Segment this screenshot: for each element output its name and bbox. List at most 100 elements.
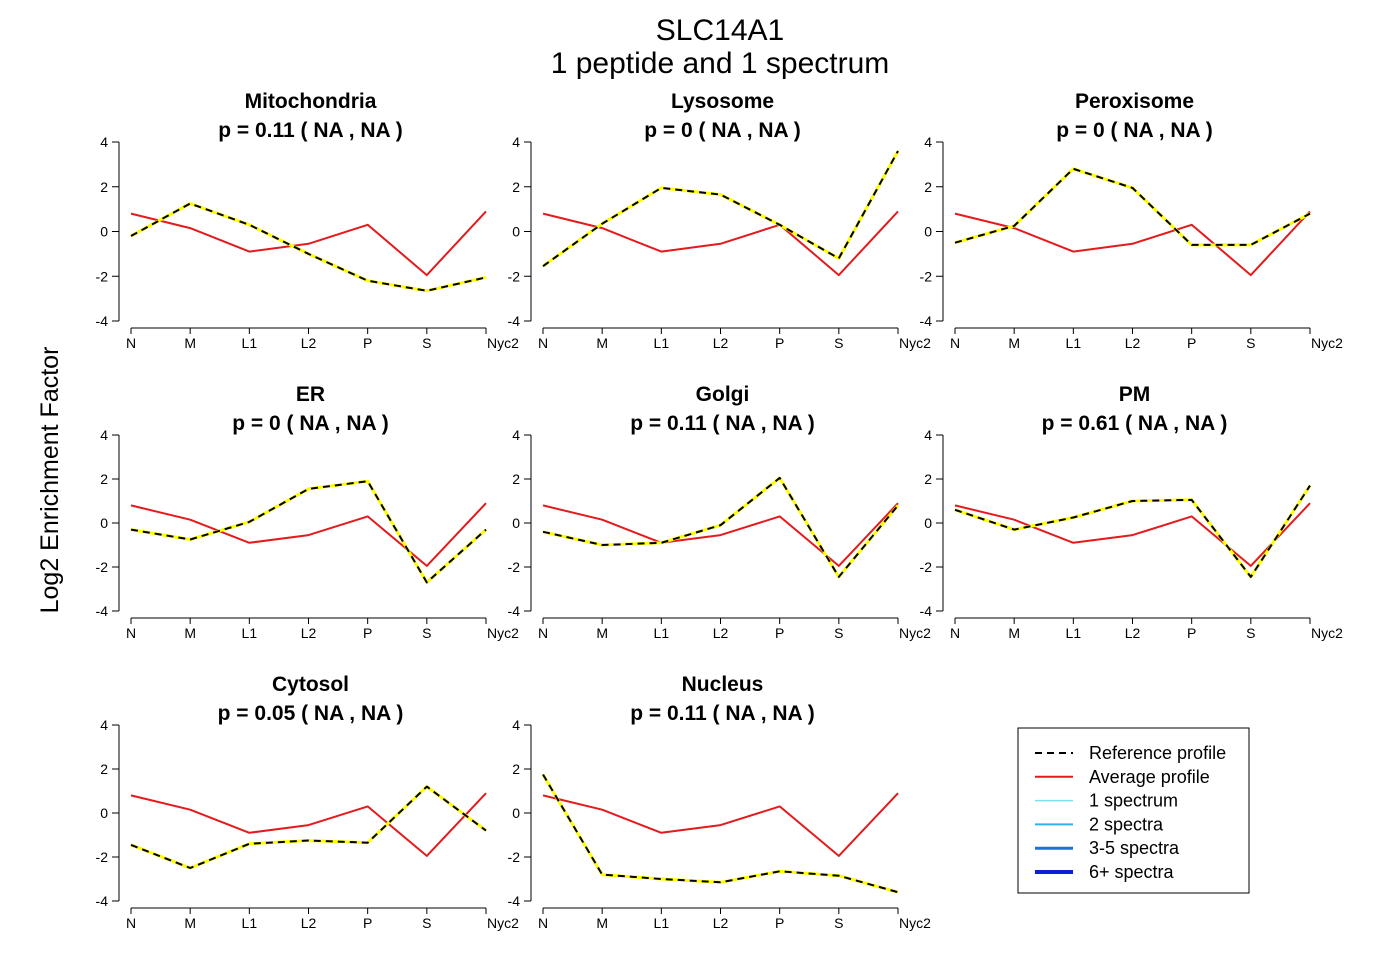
y-tick-label: -4 — [920, 603, 933, 619]
series-reference-profile — [130, 480, 487, 584]
y-tick-label: -4 — [96, 893, 109, 909]
series-average-profile — [130, 792, 487, 857]
y-tick-label: -2 — [96, 849, 109, 865]
x-tick-label: Nyc2 — [899, 625, 931, 641]
x-tick-label: L2 — [1125, 625, 1141, 641]
series-reference-profile-highlight — [542, 150, 900, 268]
y-tick-label: -2 — [508, 849, 521, 865]
y-tick-label: -4 — [508, 893, 521, 909]
panel-pvalue: p = 0.11 ( NA , NA ) — [630, 412, 815, 435]
x-tick-label: L2 — [1125, 335, 1141, 351]
x-tick-label: L2 — [713, 625, 729, 641]
x-tick-label: N — [538, 335, 548, 351]
figure-subtitle: 1 peptide and 1 spectrum — [551, 47, 890, 80]
x-tick-label: S — [422, 915, 431, 931]
y-tick-label: 4 — [100, 717, 108, 733]
y-tick-label: 2 — [924, 471, 932, 487]
y-tick-label: 0 — [100, 515, 108, 531]
y-tick-label: 0 — [512, 805, 520, 821]
panel-pvalue: p = 0.11 ( NA , NA ) — [630, 702, 815, 725]
x-tick-label: S — [834, 915, 843, 931]
legend-label: 1 spectrum — [1089, 791, 1178, 811]
x-tick-label: N — [538, 625, 548, 641]
panel-pvalue: p = 0.61 ( NA , NA ) — [1042, 412, 1228, 435]
x-tick-label: N — [950, 625, 960, 641]
series-reference-profile-highlight — [542, 476, 900, 579]
x-tick-label: L1 — [242, 625, 258, 641]
x-tick-label: P — [363, 335, 372, 351]
x-tick-label: M — [1008, 625, 1020, 641]
x-tick-label: Nyc2 — [1311, 335, 1343, 351]
legend-label: 3-5 spectra — [1089, 838, 1180, 858]
x-tick-label: S — [1246, 625, 1255, 641]
y-tick-label: -2 — [508, 268, 521, 284]
x-tick-label: M — [184, 915, 196, 931]
panel-peroxisome: Peroxisome p = 0 ( NA , NA ) -4 -2 0 2 4 N M L1 L2… — [920, 90, 1344, 351]
x-tick-label: S — [834, 625, 843, 641]
y-tick-label: -4 — [508, 603, 521, 619]
y-tick-label: 0 — [924, 224, 932, 240]
y-tick-label: 0 — [512, 224, 520, 240]
x-tick-label: N — [950, 335, 960, 351]
x-tick-label: M — [596, 915, 608, 931]
x-tick-label: Nyc2 — [899, 915, 931, 931]
x-tick-label: L1 — [654, 915, 670, 931]
series-average-profile — [954, 210, 1311, 277]
y-axis-label: Log2 Enrichment Factor — [36, 347, 64, 614]
legend-label: 6+ spectra — [1089, 862, 1175, 882]
x-tick-label: S — [1246, 335, 1255, 351]
panel-title: Nucleus — [682, 673, 764, 696]
y-tick-label: 4 — [512, 134, 520, 150]
panel-pvalue: p = 0 ( NA , NA ) — [1056, 119, 1213, 142]
series-reference-profile — [130, 785, 487, 869]
y-tick-label: -2 — [920, 559, 933, 575]
x-tick-label: P — [363, 625, 372, 641]
panel-cytosol: Cytosol p = 0.05 ( NA , NA ) -4 -2 0 2 4 N M L1 L2… — [96, 673, 520, 931]
figure-title: SLC14A1 — [656, 14, 784, 47]
y-tick-label: 2 — [512, 179, 520, 195]
x-tick-label: M — [596, 625, 608, 641]
y-tick-label: 4 — [512, 427, 520, 443]
x-tick-label: L2 — [713, 915, 729, 931]
y-tick-label: 0 — [100, 224, 108, 240]
panel-title: PM — [1119, 383, 1151, 406]
y-tick-label: 2 — [924, 179, 932, 195]
x-tick-label: L1 — [654, 335, 670, 351]
x-tick-label: Nyc2 — [487, 625, 519, 641]
y-tick-label: 4 — [100, 134, 108, 150]
x-tick-label: N — [126, 915, 136, 931]
series-reference-profile-highlight — [954, 167, 1311, 247]
legend-label: Reference profile — [1089, 743, 1226, 763]
y-tick-label: 2 — [512, 761, 520, 777]
y-tick-label: -4 — [920, 313, 933, 329]
x-tick-label: N — [538, 915, 548, 931]
x-tick-label: Nyc2 — [899, 335, 931, 351]
y-tick-label: 0 — [924, 515, 932, 531]
panel-title: Peroxisome — [1075, 90, 1194, 113]
x-tick-label: P — [363, 915, 372, 931]
panel-title: ER — [296, 383, 325, 406]
series-reference-profile — [130, 202, 487, 292]
y-tick-label: -4 — [96, 603, 109, 619]
x-tick-label: Nyc2 — [487, 915, 519, 931]
y-tick-label: 4 — [512, 717, 520, 733]
x-tick-label: L1 — [654, 625, 670, 641]
x-tick-label: P — [775, 625, 784, 641]
y-tick-label: 0 — [512, 515, 520, 531]
x-tick-label: M — [596, 335, 608, 351]
series-average-profile — [130, 502, 487, 567]
legend: Reference profile Average profile 1 spectr… — [1017, 727, 1250, 894]
x-tick-label: P — [775, 915, 784, 931]
x-tick-label: L2 — [301, 625, 317, 641]
series-average-profile — [542, 210, 899, 277]
series-reference-profile-highlight — [130, 479, 487, 584]
y-tick-label: 4 — [100, 427, 108, 443]
series-average-profile — [542, 792, 899, 857]
panel-pvalue: p = 0.11 ( NA , NA ) — [218, 119, 403, 142]
series-reference-profile-highlight — [954, 484, 1312, 579]
y-tick-label: 2 — [100, 471, 108, 487]
y-tick-label: 2 — [100, 761, 108, 777]
y-tick-label: 4 — [924, 427, 932, 443]
